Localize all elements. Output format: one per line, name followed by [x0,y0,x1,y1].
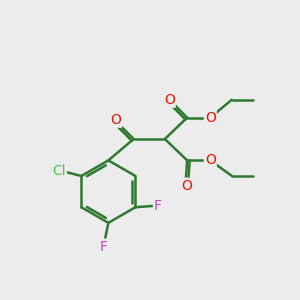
Text: O: O [110,113,121,127]
Text: Cl: Cl [52,164,66,178]
Text: F: F [154,199,162,213]
Text: O: O [205,153,216,167]
Text: O: O [164,93,175,107]
Text: O: O [182,179,193,193]
Text: F: F [100,240,108,254]
Text: O: O [205,111,216,124]
